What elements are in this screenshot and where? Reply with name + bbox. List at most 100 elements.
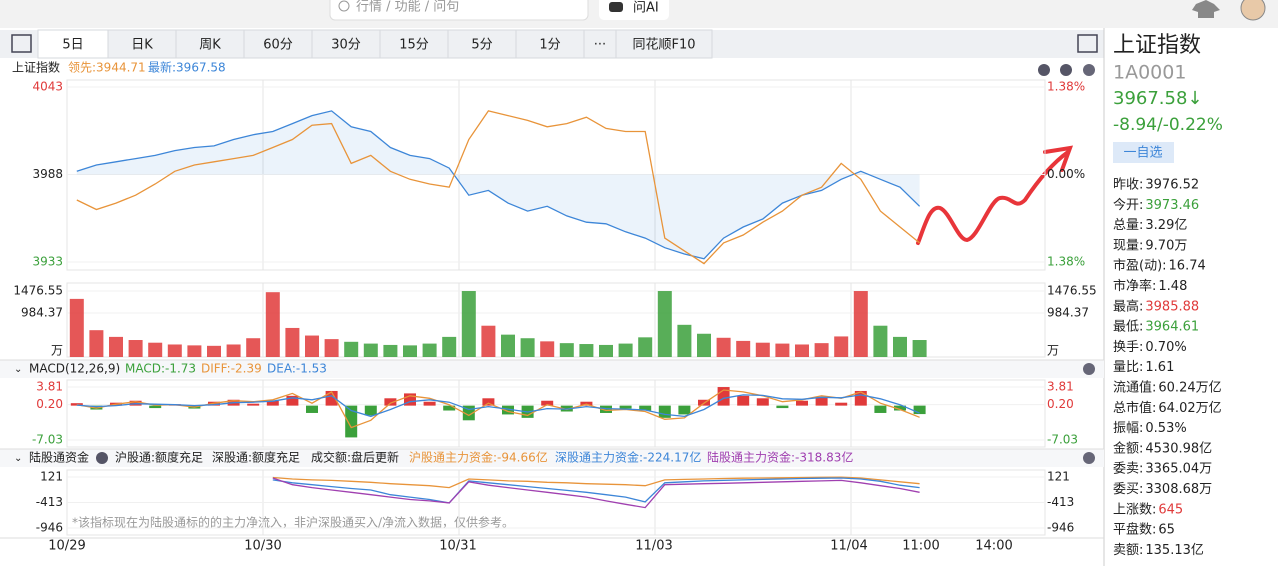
watch-button[interactable] [1113,142,1174,163]
macd-bar [776,405,789,409]
macd-bar [913,405,926,415]
macd-value: MACD:-1.73 [125,362,196,376]
quote-label: 流通值: [1113,380,1156,396]
layout-icon[interactable] [1077,34,1098,53]
y-tick-label: 121 [40,470,63,484]
x-tick-label: 14:00 [975,539,1012,554]
macd-bar [443,405,456,411]
latest-label: 最新:3967.58 [148,60,226,75]
dea-value: DEA:-1.53 [267,362,327,376]
diff-value: DIFF:-2.39 [201,362,262,376]
macd-bar [541,400,554,406]
collapse[interactable]: ⌄ [14,364,22,375]
macd-bar [854,390,867,406]
macd-bar [149,405,162,409]
quote-label: 委卖: [1113,462,1143,477]
volume-bar [481,325,496,357]
tab[interactable] [615,29,713,59]
quote-label: 最低: [1113,320,1143,335]
macd-bar [678,405,691,415]
search-box[interactable] [329,0,589,21]
volume-bar [540,341,555,357]
volume-bar [873,325,888,357]
macd-bar [796,400,808,406]
y-tick-label: 1476.55 [13,284,63,298]
macd-bar [658,405,671,418]
macd-bar [423,401,436,406]
tab-label: 15分 [399,38,429,53]
flow-note: *该指标现在为陆股通标的的主力净流入，非沪深股通买入/净流入数据，仅供参考。 [72,515,514,530]
diff-line [76,389,920,429]
quote-label: 换手: [1113,340,1143,355]
settings[interactable] [1083,452,1095,464]
quote-code: 1A0001 [1113,62,1186,84]
y-tick-label: 3988 [32,167,63,181]
layout-icon[interactable] [11,34,32,53]
sh-line [272,476,920,489]
quote-label: 市净率: [1113,278,1156,294]
tab-label: 30分 [331,38,361,53]
settings[interactable] [1083,64,1095,76]
quote-label: 委买: [1113,482,1143,497]
volume-bar [716,337,731,357]
toolbar [0,30,1104,58]
quote-label: 平盘数: [1113,522,1156,538]
collapse[interactable]: ⌄ [14,453,22,464]
quote-label: 总市值: [1113,400,1156,416]
quote-value: 60.24万亿 [1158,381,1221,396]
y-tick-label: 3933 [32,255,63,269]
quote-value: 1.48 [1158,279,1187,294]
y-tick-label: 1476.55 [1047,284,1097,298]
quote-label: 卖额: [1113,543,1143,558]
volume-bar [187,345,202,357]
ai-label: 问AI [633,1,659,16]
info-icon[interactable] [96,452,108,464]
volume-bar [344,341,359,357]
settings[interactable] [1083,363,1095,375]
y-tick-label: -413 [36,495,63,509]
volume-bar [736,340,751,357]
tab[interactable] [37,29,109,59]
user-icon[interactable] [1192,0,1220,18]
panel-title: 上证指数 [12,60,60,75]
volume-unit: 万 [1047,344,1059,358]
zoom-in[interactable] [1038,64,1050,76]
sh-status: 沪股通:额度充足 [115,450,203,465]
y-tick-label: 984.37 [1047,305,1089,319]
volume-bar [461,291,476,357]
volume-bar [755,342,770,357]
volume-bar [501,334,515,357]
quote-value: 1.61 [1145,360,1174,375]
tab-label: 同花顺F10 [632,37,695,53]
volume-bar [363,343,378,357]
macd-bar [266,400,279,406]
macd-bar [600,405,612,413]
quote-value: 3985.88 [1145,299,1199,314]
volume-bar [383,344,398,357]
tab-label: 5日 [62,38,83,53]
volume-bar [422,343,437,357]
turnover: 成交额:盘后更新 [311,450,399,465]
quote-name: 上证指数 [1113,33,1201,58]
quote-label: 上涨数: [1113,502,1156,517]
macd-bar [306,405,318,413]
volume-bar [285,327,300,357]
macd-bar [70,403,83,406]
zoom-out[interactable] [1060,64,1072,76]
volume-bar [69,298,84,357]
avatar[interactable] [1240,0,1266,21]
x-tick-label: 10/30 [244,539,281,554]
lead-line [76,110,921,265]
latest-line [76,110,921,260]
x-tick-label: 11/04 [830,539,867,554]
y-tick-label: 3.81 [36,380,63,394]
macd-bar [384,398,397,406]
y-tick-label-right: 1.38% [1047,255,1085,269]
volume-bar [638,337,653,357]
tab-label: 日K [131,38,153,53]
y-tick-label: 984.37 [21,305,63,319]
lead-label: 领先:3944.71 [68,61,146,75]
y-tick-label: 4043 [32,80,63,94]
